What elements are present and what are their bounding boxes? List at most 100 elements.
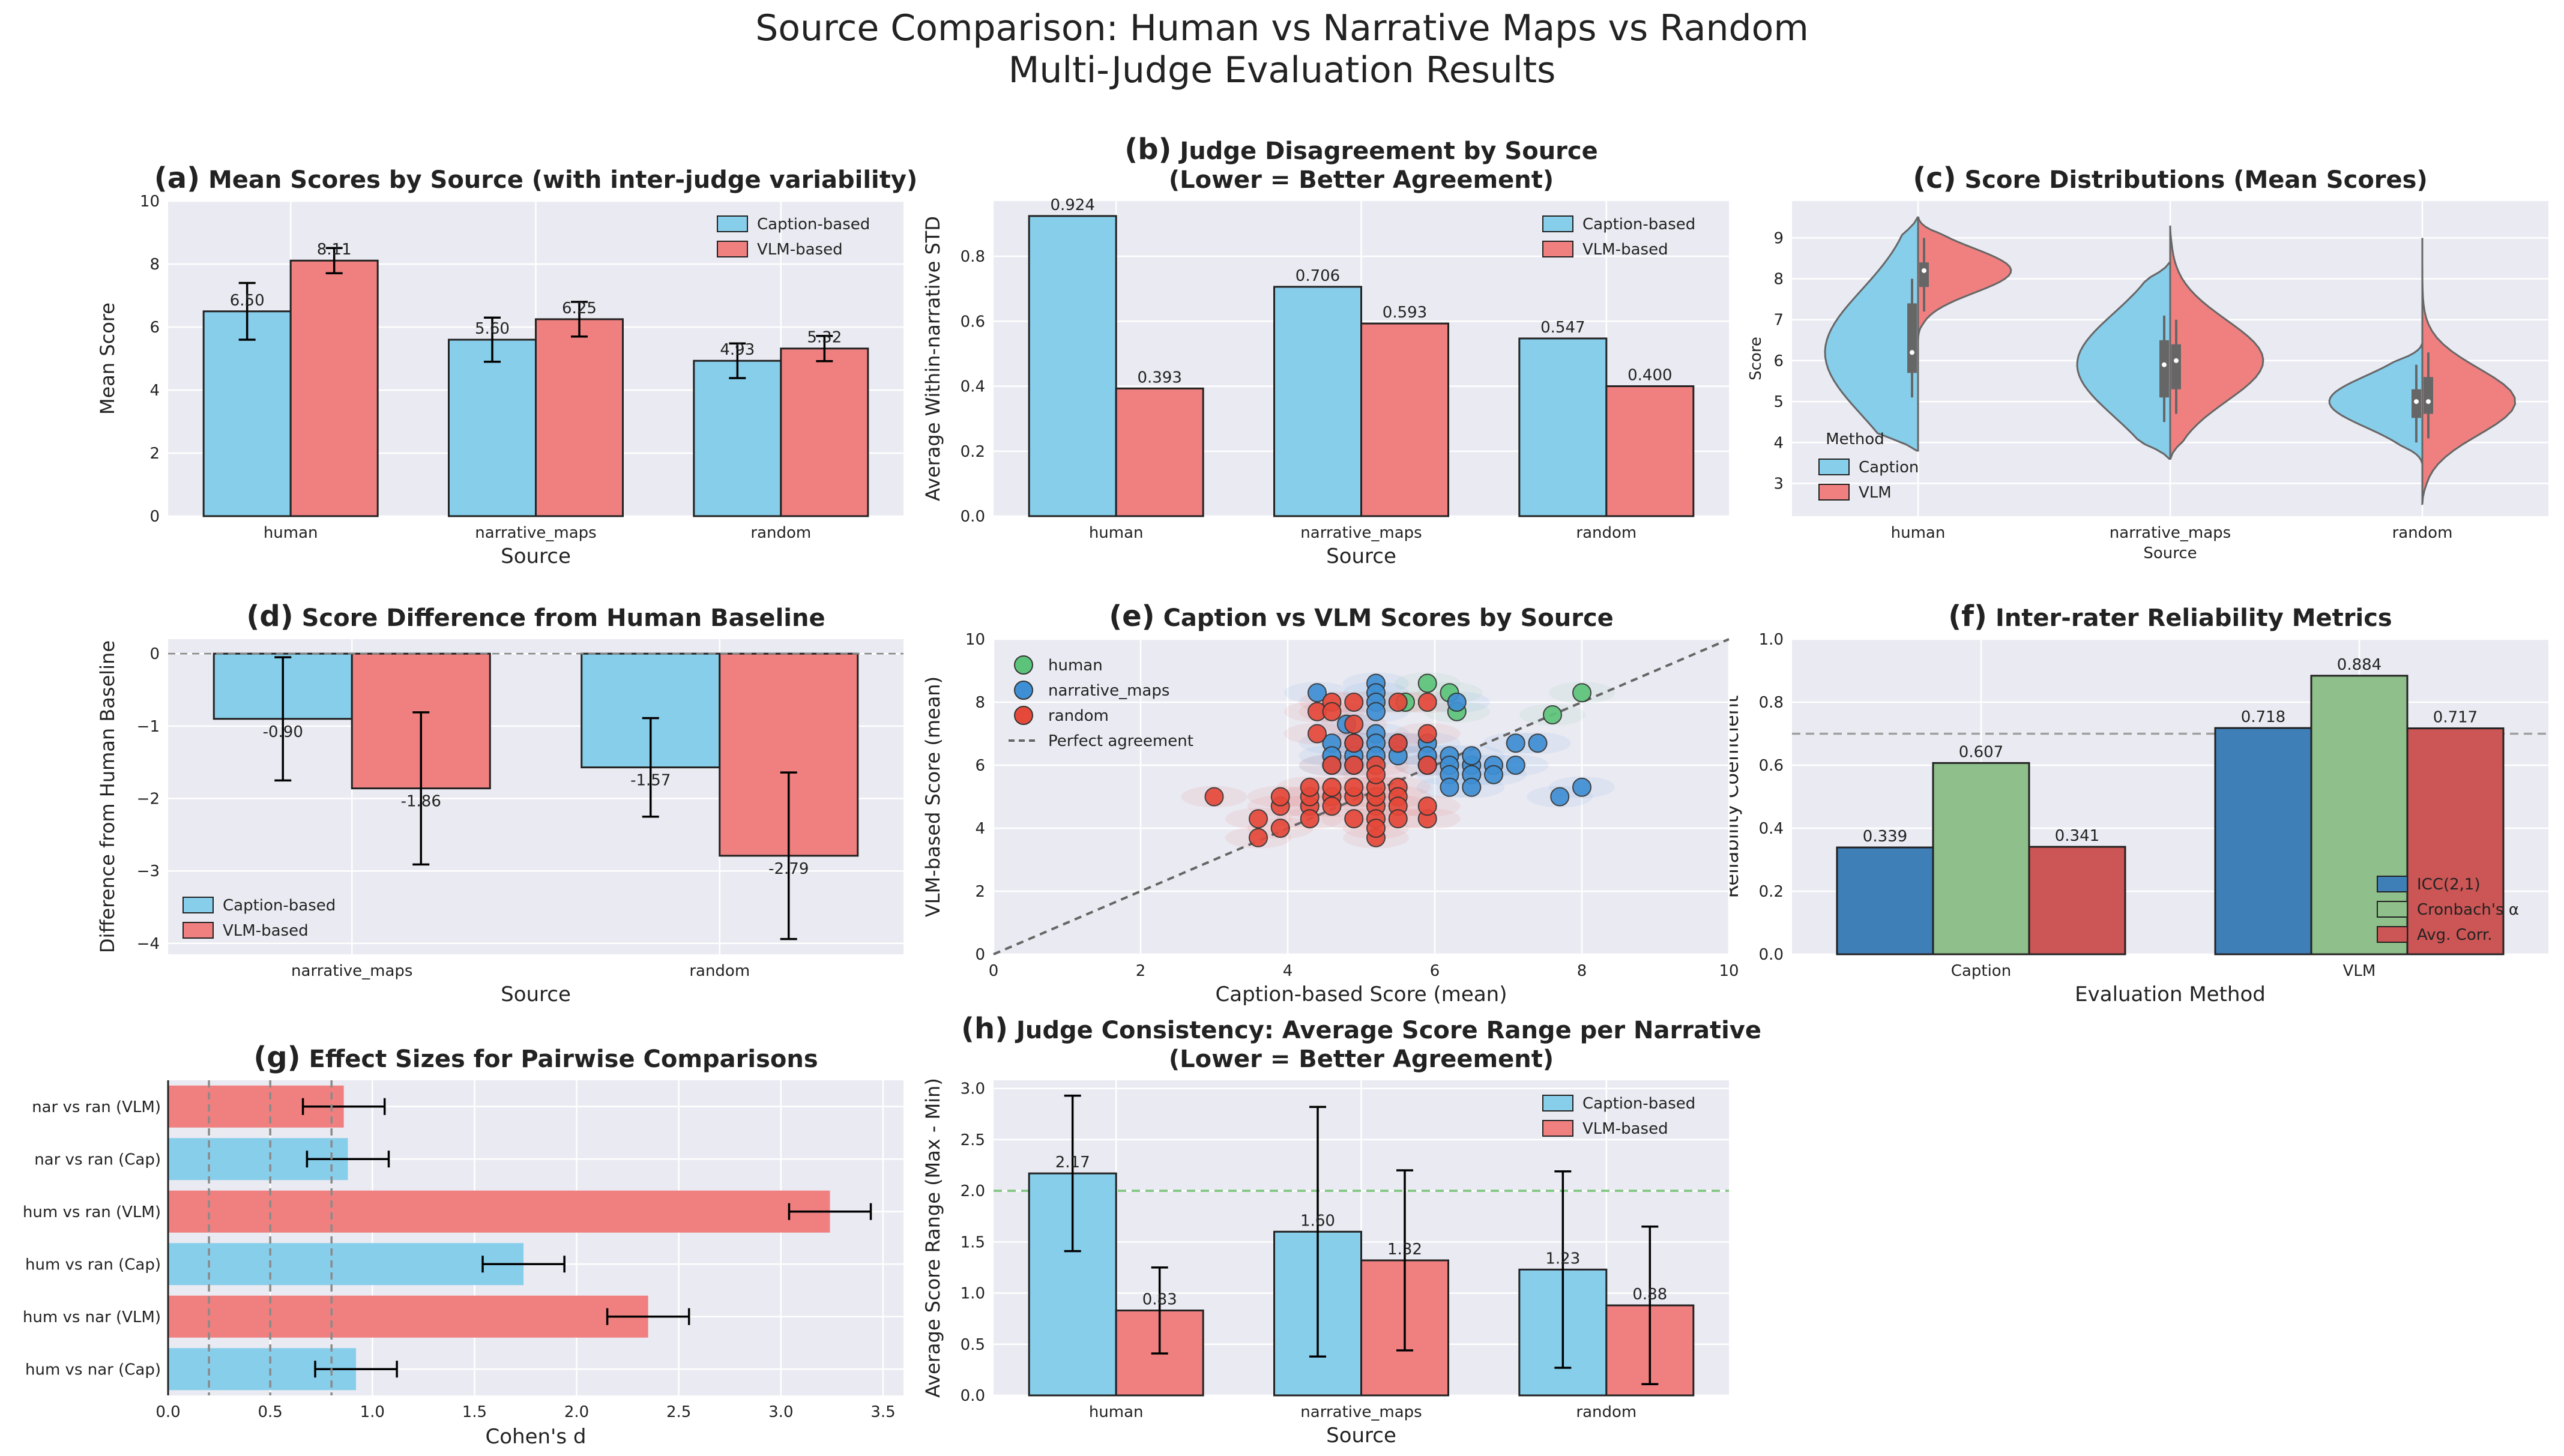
scatter-point-random — [1344, 756, 1364, 775]
y-tick-label: hum vs nar (VLM) — [23, 1308, 161, 1326]
violin-vlm — [2421, 238, 2517, 505]
bar-value-label: 0.341 — [2055, 827, 2099, 845]
violin-median — [2426, 399, 2431, 405]
legend-swatch — [717, 215, 748, 232]
y-tick-label: 3.0 — [961, 1080, 985, 1098]
panel-letter: (c) — [1913, 161, 1956, 195]
panel-title-text — [1987, 604, 1995, 632]
legend-label: Avg. Corr. — [2417, 926, 2493, 944]
y-tick-label: 4 — [149, 382, 160, 400]
legend-swatch — [2377, 901, 2408, 918]
y-tick-label: 0.6 — [1759, 757, 1784, 775]
x-tick-label: random — [689, 962, 750, 980]
panel-title-text — [294, 604, 302, 632]
scatter-point-narrative_maps — [1462, 777, 1482, 797]
x-tick-label: 1.5 — [462, 1403, 487, 1421]
scatter-point-narrative_maps — [1308, 683, 1327, 703]
bar — [1932, 762, 2030, 955]
scatter-point-random — [1204, 787, 1224, 807]
y-axis-label: Difference from Human Baseline — [96, 640, 119, 953]
figure-title: Source Comparison: Human vs Narrative Ma… — [0, 7, 2564, 91]
violin-box — [2424, 377, 2433, 414]
scatter-point-random — [1249, 828, 1268, 847]
y-tick-label: nar vs ran (VLM) — [32, 1098, 161, 1116]
legend-title: Method — [1826, 430, 1884, 448]
bar-value-label: 0.593 — [1383, 304, 1427, 322]
y-tick-label: 0.5 — [961, 1336, 985, 1354]
bar — [1115, 387, 1204, 517]
bar — [1028, 215, 1117, 517]
scatter-point-random — [1366, 765, 1386, 784]
x-tick-label: human — [1891, 524, 1946, 542]
legend-swatch — [1818, 459, 1850, 475]
violin-median — [1910, 350, 1914, 355]
y-axis-label: Average Score Range (Max - Min) — [922, 1078, 944, 1398]
y-tick-label: 1.5 — [961, 1233, 985, 1251]
violin-median — [2174, 358, 2179, 363]
scatter-point-random — [1322, 756, 1342, 775]
scatter-point-narrative_maps — [1506, 756, 1525, 775]
x-axis-label: Source — [1326, 544, 1396, 568]
y-tick-label: hum vs ran (VLM) — [23, 1203, 161, 1221]
legend: Caption-based VLM-based — [717, 215, 870, 259]
panel-title-text — [1171, 137, 1180, 165]
y-tick-label: 9 — [1773, 229, 1784, 247]
legend-label: Caption-based — [223, 897, 336, 915]
scatter-point-random — [1344, 693, 1364, 712]
bar — [168, 1243, 524, 1286]
legend: Caption-based VLM-based — [1542, 1095, 1695, 1138]
panel-title: (c) Score Distributions (Mean Scores) — [1913, 161, 2428, 195]
bar-value-label: 8.11 — [317, 241, 352, 259]
y-tick-label: 4 — [975, 820, 985, 838]
scatter-point-human — [1417, 673, 1437, 693]
violin-caption — [2328, 343, 2424, 464]
violin-box — [1919, 262, 1929, 287]
x-axis-label: Source — [501, 544, 571, 568]
scatter-point-random — [1417, 693, 1437, 712]
x-tick-label: 0.5 — [258, 1403, 282, 1421]
legend-marker — [1014, 655, 1033, 675]
y-tick-label: 0.6 — [961, 313, 985, 331]
bar — [2406, 727, 2505, 955]
panel-title-main: Inter-rater Reliability Metrics — [1995, 604, 2392, 632]
x-axis-label: Source — [2143, 544, 2197, 562]
y-tick-label: nar vs ran (Cap) — [34, 1151, 161, 1169]
y-tick-label: 0.0 — [961, 1387, 985, 1405]
scatter-point-random — [1417, 724, 1437, 744]
scatter-point-random — [1322, 777, 1342, 797]
x-tick-label: human — [264, 524, 318, 542]
panel-title: (a) Mean Scores by Source (with inter-ju… — [154, 161, 918, 195]
bar-value-label: 0.88 — [1632, 1286, 1667, 1304]
scatter-point-random — [1270, 819, 1290, 838]
panel-a: 0 2 4 6 8 10 Mean Score 6.50 8.11 human 5.60 6.25 na… — [96, 161, 917, 568]
legend-label: human — [1048, 657, 1103, 675]
figure-title-line2: Multi-Judge Evaluation Results — [1008, 49, 1556, 91]
x-tick-label: 10 — [1719, 962, 1739, 980]
bar-value-label: 0.607 — [1959, 743, 2003, 761]
bar — [1518, 337, 1608, 517]
bar — [168, 1295, 648, 1338]
bar — [780, 347, 869, 517]
y-tick-label: 8 — [1773, 271, 1784, 289]
y-tick-label: 2 — [975, 883, 985, 901]
legend-label: VLM — [1859, 484, 1892, 502]
panel-title: (e) Caption vs VLM Scores by Source — [1109, 600, 1614, 633]
bar-value-label: 0.924 — [1050, 196, 1094, 214]
panel-letter: (f) — [1948, 600, 1987, 633]
y-tick-label: 6 — [1773, 352, 1784, 370]
scatter-point-random — [1366, 819, 1386, 838]
scatter-point-random — [1322, 796, 1342, 816]
x-tick-label: 2.5 — [666, 1403, 691, 1421]
panel-title-main: Effect Sizes for Pairwise Comparisons — [309, 1045, 818, 1073]
y-tick-label: 8 — [975, 694, 985, 712]
x-tick-label: random — [1576, 524, 1636, 542]
panel-letter: (g) — [253, 1041, 300, 1074]
panel-subtitle: (Lower = Better Agreement) — [1169, 1045, 1554, 1073]
y-tick-label: 0.2 — [1759, 883, 1784, 901]
violin-box — [2171, 344, 2181, 390]
legend-swatch — [182, 897, 214, 913]
bar-value-label: 5.60 — [475, 320, 510, 338]
legend-label: VLM-based — [1582, 1120, 1668, 1138]
legend-marker — [1014, 706, 1033, 725]
